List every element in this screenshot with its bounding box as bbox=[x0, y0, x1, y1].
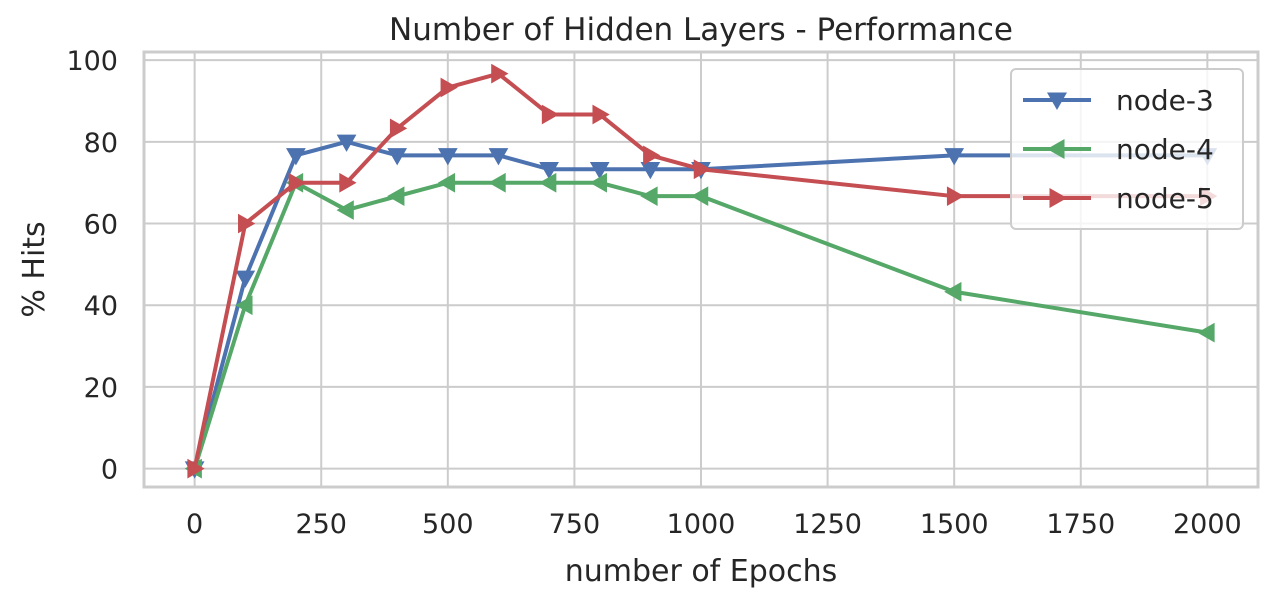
series-layer bbox=[184, 63, 1218, 479]
x-tick-label: 250 bbox=[295, 509, 347, 540]
x-tick-label: 2000 bbox=[1173, 509, 1242, 540]
y-tick-label: 20 bbox=[84, 373, 118, 404]
data-point bbox=[286, 148, 306, 166]
data-point bbox=[589, 161, 610, 180]
data-point bbox=[643, 145, 661, 166]
x-tick-label: 0 bbox=[186, 509, 203, 540]
x-tick-label: 1250 bbox=[793, 509, 862, 540]
legend-entry-node-5: node-5 bbox=[1023, 182, 1214, 215]
legend-entry-node-3: node-3 bbox=[1023, 84, 1214, 117]
x-tick-label: 1750 bbox=[1046, 509, 1115, 540]
data-point bbox=[1197, 322, 1215, 343]
data-point bbox=[640, 161, 661, 180]
legend-entry-node-4: node-4 bbox=[1023, 133, 1214, 166]
y-tick-label: 100 bbox=[66, 46, 118, 77]
data-point bbox=[238, 213, 256, 234]
data-point bbox=[539, 172, 557, 193]
x-tick-label: 1500 bbox=[920, 509, 989, 540]
data-point bbox=[690, 186, 709, 207]
data-point bbox=[693, 159, 712, 180]
data-point bbox=[387, 148, 408, 166]
data-point bbox=[488, 172, 506, 193]
data-point bbox=[387, 186, 405, 207]
data-point bbox=[488, 148, 509, 166]
x-tick-label: 500 bbox=[422, 509, 474, 540]
data-point bbox=[336, 134, 357, 152]
plot-frame bbox=[142, 50, 1260, 489]
y-tick-label: 60 bbox=[84, 210, 118, 241]
series-node-5 bbox=[187, 63, 1218, 479]
y-axis-label: % Hits bbox=[17, 221, 52, 317]
legend-marker bbox=[1047, 92, 1067, 110]
data-point bbox=[437, 172, 456, 193]
data-point bbox=[589, 172, 607, 193]
data-point bbox=[539, 161, 559, 180]
data-point bbox=[339, 172, 357, 193]
data-point bbox=[944, 281, 962, 302]
data-point bbox=[187, 458, 205, 479]
data-point bbox=[288, 172, 306, 193]
y-tick-label: 80 bbox=[84, 128, 118, 159]
legend-entries: node-3 node-4 node-5 bbox=[1023, 84, 1214, 215]
data-point bbox=[389, 118, 408, 139]
x-tick-label: 750 bbox=[549, 509, 601, 540]
data-point bbox=[437, 148, 458, 166]
legend-marker bbox=[1047, 139, 1065, 159]
legend-marker bbox=[1049, 188, 1067, 208]
data-point bbox=[235, 270, 256, 288]
legend-label: node-5 bbox=[1116, 182, 1214, 215]
data-point bbox=[491, 63, 509, 84]
data-point bbox=[640, 186, 658, 207]
legend-label: node-3 bbox=[1116, 84, 1214, 117]
data-point bbox=[946, 186, 965, 207]
data-point bbox=[440, 77, 458, 98]
chart-title: Number of Hidden Layers - Performance bbox=[389, 12, 1013, 48]
x-tick-label: 1000 bbox=[667, 509, 736, 540]
y-tick-label: 0 bbox=[101, 455, 118, 486]
legend-label: node-4 bbox=[1116, 133, 1214, 166]
y-tick-label: 40 bbox=[84, 291, 118, 322]
data-point bbox=[235, 295, 253, 316]
legend-box bbox=[1010, 68, 1244, 230]
tick-labels: 0 250 500 750 1000 1250 1500 1750 2000 0 20 40 60 80 1… bbox=[66, 46, 1241, 540]
x-axis-label: number of Epochs bbox=[565, 554, 838, 589]
data-point bbox=[541, 104, 560, 125]
data-point bbox=[336, 200, 354, 220]
legend: node-3 node-4 node-5 bbox=[1010, 68, 1244, 230]
data-point bbox=[944, 148, 965, 166]
data-point bbox=[592, 104, 610, 125]
